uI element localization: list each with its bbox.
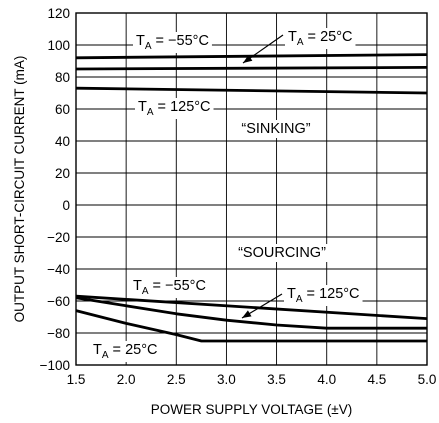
y-tick-label: 20 [55, 166, 70, 181]
plot-frame [75, 12, 428, 366]
svg-text:TA = 125°C: TA = 125°C [138, 99, 211, 118]
sinking-label-background [238, 120, 314, 138]
x-tick-label: 3.0 [217, 372, 236, 387]
series-line-sink-25 [75, 66, 428, 71]
label-sink-minus55: TA = −55°C [133, 32, 212, 53]
leader-arrowhead [242, 310, 252, 318]
x-tick-label: 4.0 [317, 372, 336, 387]
label-source-25: TA = 25°C [90, 341, 161, 362]
y-tick-label: 120 [47, 6, 70, 21]
series-line-source-125 [75, 296, 427, 330]
y-tick-label: 0 [62, 198, 70, 213]
y-tick-label: 60 [55, 102, 70, 117]
svg-text:TA = −55°C: TA = −55°C [136, 33, 209, 52]
y-tick-label: −20 [47, 230, 70, 245]
x-tick-labels: 1.5 2.0 2.5 3.0 3.5 4.0 4.5 5.0 [67, 372, 437, 387]
x-tick-label: 1.5 [67, 372, 86, 387]
temperature-labels: TA = −55°C TA = 25°C TA = 125°C TA = −55… [90, 28, 363, 362]
series-line-source-minus55 [75, 294, 428, 320]
y-tick-label: −80 [47, 326, 70, 341]
x-axis-title: POWER SUPPLY VOLTAGE (±V) [151, 402, 352, 417]
series-line-sink-125 [75, 86, 428, 95]
svg-text:TA = −55°C: TA = −55°C [133, 278, 206, 297]
sourcing-region-label: “SOURCING” [238, 245, 326, 261]
y-tick-label: −100 [40, 358, 70, 373]
y-tick-label: 80 [55, 70, 70, 85]
y-tick-labels: 120 100 80 60 40 20 0 −20 −40 −60 −80 −100 [40, 6, 70, 373]
series-line-source-25 [75, 309, 427, 343]
label-source-minus55: TA = −55°C [130, 277, 209, 298]
x-tick-label: 3.5 [267, 372, 286, 387]
y-tick-label: 100 [47, 38, 70, 53]
y-tick-label: −40 [47, 262, 70, 277]
x-tick-label: 5.0 [418, 372, 437, 387]
sourcing-label-background [235, 244, 330, 262]
annotation-leaders [241, 34, 284, 319]
y-tick-label: −60 [47, 294, 70, 309]
svg-text:TA = 125°C: TA = 125°C [287, 286, 360, 305]
svg-text:TA = 25°C: TA = 25°C [288, 29, 352, 48]
label-sink-25: TA = 25°C [285, 28, 356, 49]
x-tick-label: 2.0 [117, 372, 136, 387]
leader-arrowhead [243, 54, 253, 63]
label-sink-125: TA = 125°C [135, 98, 214, 119]
y-axis-title: OUTPUT SHORT-CIRCUIT CURRENT (mA) [12, 56, 27, 323]
label-source-125: TA = 125°C [284, 285, 363, 306]
x-tick-label: 4.5 [367, 372, 386, 387]
y-tick-label: 40 [55, 134, 70, 149]
sinking-region-label: “SINKING” [241, 121, 310, 137]
series-line-sink-minus55 [75, 53, 428, 60]
svg-text:TA = 25°C: TA = 25°C [93, 342, 157, 361]
x-tick-label: 2.5 [167, 372, 186, 387]
series-lines [75, 53, 428, 343]
